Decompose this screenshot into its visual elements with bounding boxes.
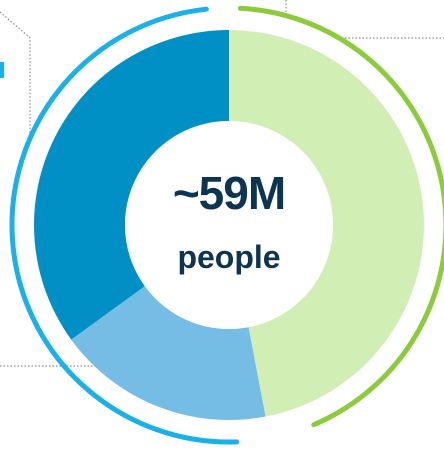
outer-arc-green — [237, 5, 444, 428]
connector-line-left — [0, 11, 31, 140]
edge-marker — [0, 62, 4, 78]
donut-slice-3 — [33, 30, 230, 340]
center-unit-label: people — [177, 239, 281, 275]
donut-slice-2 — [71, 286, 266, 421]
donut-center-hole — [125, 121, 333, 329]
donut-slice-1 — [229, 30, 425, 417]
outer-arc-blue — [9, 6, 240, 445]
center-value-label: ~59M — [172, 167, 286, 219]
